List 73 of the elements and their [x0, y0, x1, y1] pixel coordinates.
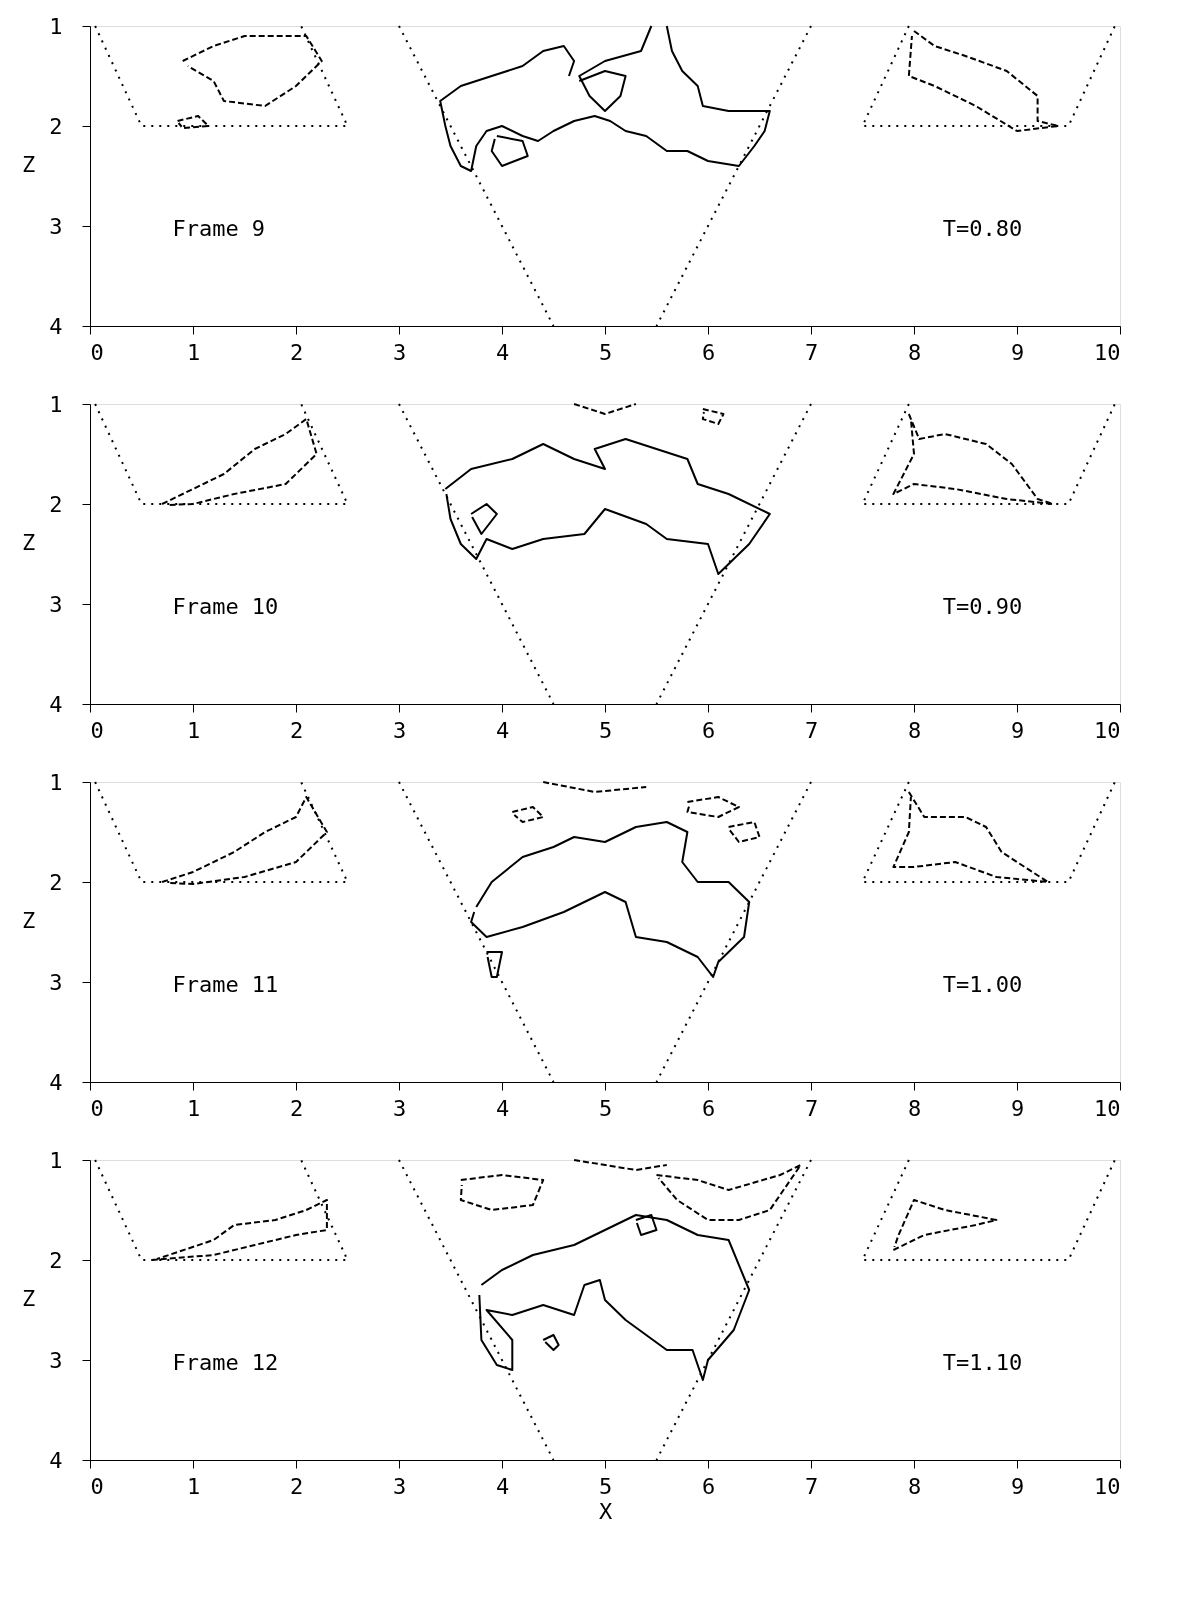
x-tick-label: 5	[598, 1473, 613, 1499]
x-tick-label: 10	[1094, 339, 1121, 365]
x-axis-title: X	[598, 1498, 613, 1524]
y-tick-label: 3	[49, 1347, 63, 1373]
x-tick-label: 9	[1010, 717, 1025, 743]
y-tick-label: 2	[49, 113, 63, 139]
x-tick-label: 2	[289, 1095, 304, 1121]
x-tick-label: 10	[1094, 1095, 1121, 1121]
y-axis-title: Z	[21, 1285, 36, 1311]
x-tick-label: 1	[186, 717, 201, 743]
y-tick-label: 1	[49, 13, 63, 39]
x-tick-label: 8	[907, 339, 922, 365]
annotation: Frame 11	[172, 971, 279, 997]
x-tick-label: 4	[495, 717, 510, 743]
y-tick-label: 4	[49, 691, 63, 717]
y-tick-label: 1	[49, 391, 63, 417]
x-tick-label: 4	[495, 1095, 510, 1121]
x-tick-label: 7	[804, 339, 819, 365]
annotation: T=1.10	[942, 1349, 1023, 1375]
annotation: T=1.00	[942, 971, 1023, 997]
y-axis-title: Z	[21, 151, 36, 177]
y-tick-label: 1	[49, 769, 63, 795]
annotation: T=0.90	[942, 593, 1023, 619]
x-tick-label: 0	[90, 717, 104, 743]
x-tick-label: 6	[701, 1095, 716, 1121]
x-tick-label: 10	[1094, 1473, 1121, 1499]
x-tick-label: 7	[804, 1473, 819, 1499]
x-tick-label: 2	[289, 1473, 304, 1499]
y-tick-label: 3	[49, 213, 63, 239]
y-tick-label: 2	[49, 491, 63, 517]
x-tick-label: 4	[495, 1473, 510, 1499]
y-tick-label: 1	[49, 1147, 63, 1173]
x-tick-label: 0	[90, 339, 104, 365]
x-tick-label: 3	[392, 1473, 407, 1499]
x-tick-label: 1	[186, 1473, 201, 1499]
x-tick-label: 8	[907, 1095, 922, 1121]
x-tick-label: 0	[90, 1095, 104, 1121]
x-tick-label: 9	[1010, 339, 1025, 365]
x-tick-label: 3	[392, 717, 407, 743]
x-tick-label: 8	[907, 717, 922, 743]
y-tick-label: 3	[49, 969, 63, 995]
annotation: Frame 12	[172, 1349, 279, 1375]
x-tick-label: 1	[186, 1095, 201, 1121]
x-tick-label: 8	[907, 1473, 922, 1499]
x-tick-label: 0	[90, 1473, 104, 1499]
x-tick-label: 7	[804, 1095, 819, 1121]
y-tick-label: 4	[49, 313, 63, 339]
x-tick-label: 1	[186, 339, 201, 365]
x-tick-label: 5	[598, 717, 613, 743]
y-axis-title: Z	[21, 529, 36, 555]
x-tick-label: 5	[598, 339, 613, 365]
annotation: Frame 10	[172, 593, 279, 619]
x-tick-label: 5	[598, 1095, 613, 1121]
y-tick-label: 4	[49, 1069, 63, 1095]
annotation: Frame 9	[172, 215, 266, 241]
x-tick-label: 7	[804, 717, 819, 743]
x-tick-label: 2	[289, 339, 304, 365]
y-axis-title: Z	[21, 907, 36, 933]
x-tick-label: 6	[701, 717, 716, 743]
x-tick-label: 3	[392, 339, 407, 365]
y-tick-label: 3	[49, 591, 63, 617]
x-tick-label: 10	[1094, 717, 1121, 743]
x-tick-label: 3	[392, 1095, 407, 1121]
y-tick-label: 4	[49, 1447, 63, 1473]
x-tick-label: 6	[701, 339, 716, 365]
x-tick-label: 9	[1010, 1095, 1025, 1121]
x-tick-label: 6	[701, 1473, 716, 1499]
y-tick-label: 2	[49, 1247, 63, 1273]
x-tick-label: 2	[289, 717, 304, 743]
x-tick-label: 9	[1010, 1473, 1025, 1499]
annotation: T=0.80	[942, 215, 1023, 241]
y-tick-label: 2	[49, 869, 63, 895]
x-tick-label: 4	[495, 339, 510, 365]
